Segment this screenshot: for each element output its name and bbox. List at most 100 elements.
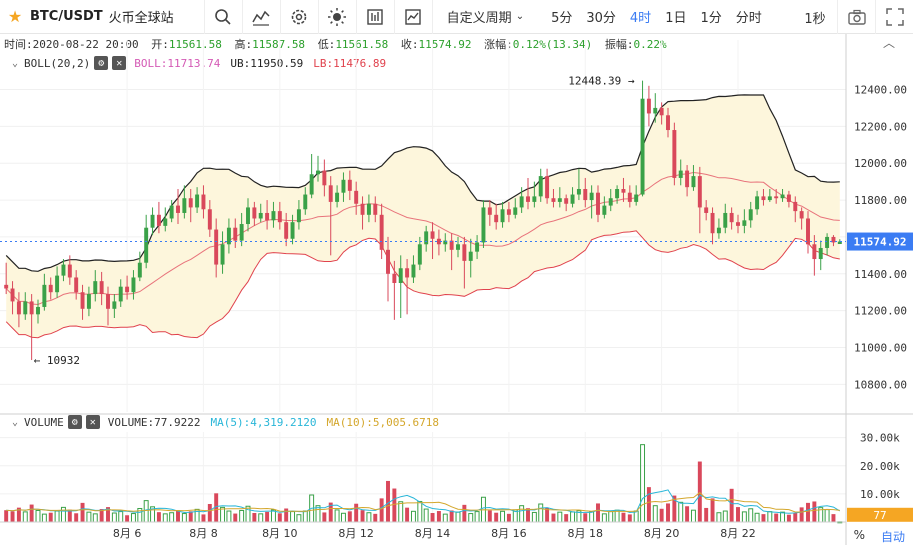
candle-body [736, 222, 740, 226]
candle-body [220, 244, 225, 265]
period-5min[interactable]: 5分 [551, 11, 573, 26]
auto-scale-toggle[interactable]: 自动 [880, 530, 905, 544]
volume-bar [423, 508, 429, 523]
period-1day[interactable]: 1日 [665, 11, 687, 26]
volume-bar [162, 513, 168, 523]
candle-body [646, 98, 651, 114]
period-30min[interactable]: 30分 [586, 11, 616, 26]
close-icon[interactable]: ✕ [85, 415, 100, 429]
candle-body [271, 211, 276, 221]
volume-bar [130, 513, 136, 523]
boll-ub-value: UB:11950.59 [230, 56, 304, 70]
symbol-title[interactable]: BTC/USDT [30, 9, 103, 24]
candle-body [252, 207, 257, 219]
volume-ma5-line [6, 489, 841, 514]
period-timeline[interactable]: 分时 [735, 11, 762, 26]
volume-bar [111, 512, 117, 523]
chevron-down-icon[interactable]: ⌄ [12, 57, 19, 69]
volume-bar [214, 493, 219, 522]
volume-bar [710, 498, 715, 522]
volume-bar [201, 514, 206, 522]
theme-sun-icon[interactable] [317, 0, 356, 34]
favorite-star-icon[interactable]: ★ [7, 7, 23, 26]
volume-bar [754, 512, 760, 523]
refresh-interval[interactable]: 1秒 [804, 11, 826, 27]
candle-body [526, 196, 530, 202]
candle-body [627, 192, 632, 202]
period-4hour[interactable]: 4时 [629, 11, 652, 26]
gear-icon[interactable]: ⚙ [67, 415, 82, 429]
bollinger-band-fill [6, 94, 840, 338]
search-icon[interactable] [203, 0, 242, 34]
volume-legend: ⌄ VOLUME ⚙ ✕ VOLUME:77.9222 MA(5):4,319.… [12, 415, 439, 429]
chevron-down-icon[interactable]: ⌄ [12, 416, 19, 428]
boll-upper-line [5, 94, 840, 272]
volume-name[interactable]: VOLUME [24, 415, 64, 429]
custom-period-dropdown[interactable]: 自定义周期 ⌄ [431, 0, 532, 34]
current-volume-text: 77 [873, 509, 886, 522]
candle-body [825, 236, 830, 248]
candle-body [697, 176, 702, 208]
volume-bar [576, 510, 582, 523]
period-tabs: 5分 30分 4时 1日 1分 分时 [544, 7, 769, 26]
period-1min[interactable]: 1分 [700, 11, 722, 26]
x-tick-label: 8月 14 [415, 527, 451, 540]
volume-bar [99, 509, 104, 522]
candle-body [806, 218, 810, 245]
indicator-icon[interactable] [241, 0, 280, 34]
volume-bar [322, 512, 327, 522]
volume-bar [360, 510, 365, 522]
volume-tick-label: 10.00k [860, 488, 900, 501]
volume-bar [500, 510, 506, 523]
volume-bar [589, 511, 595, 523]
volume-bar [245, 505, 251, 523]
gear-icon[interactable]: ⚙ [94, 56, 109, 70]
candle-body [366, 203, 371, 215]
volume-bar [226, 510, 232, 523]
percent-toggle[interactable]: % [853, 528, 865, 542]
candle-body [691, 176, 696, 188]
boll-name[interactable]: BOLL(20,2) [24, 56, 91, 70]
candle-body [74, 277, 79, 293]
volume-bar [627, 514, 632, 522]
volume-bar [16, 507, 21, 522]
volume-grid [0, 432, 846, 522]
gear-icon[interactable] [279, 0, 318, 34]
candle-body [265, 212, 270, 221]
candle-body [812, 244, 817, 260]
fullscreen-icon[interactable] [875, 0, 913, 34]
candle-body [188, 198, 193, 208]
close-icon[interactable]: ✕ [112, 56, 127, 70]
camera-icon[interactable] [837, 0, 875, 34]
low-label: 低: [317, 38, 336, 51]
candle-body [99, 281, 104, 295]
volume-bar [405, 507, 410, 522]
candle-body [239, 224, 244, 241]
candle-body [487, 207, 492, 215]
candle-body [729, 212, 734, 223]
candle-body [672, 130, 677, 178]
candle-body [137, 262, 142, 278]
candle-body [360, 203, 365, 215]
volume-bar [806, 502, 810, 522]
candle-body [405, 268, 410, 278]
volume-bar [125, 515, 130, 522]
volume-bar [22, 511, 28, 523]
volume-bar [334, 509, 340, 523]
candle-body [195, 194, 200, 208]
volume-bar [646, 487, 651, 522]
volume-bar [106, 507, 110, 522]
x-tick-label: 8月 22 [720, 527, 756, 540]
candle-body [767, 196, 772, 201]
candles [4, 80, 842, 361]
volume-bar [526, 508, 530, 522]
volume-bar [74, 513, 79, 522]
chart-type-icon[interactable] [393, 0, 432, 34]
candle-style-icon[interactable] [355, 0, 394, 34]
price-tick-label: 11400.00 [854, 268, 907, 281]
volume-bar [812, 501, 817, 522]
candle-body [551, 198, 556, 202]
collapse-up-icon[interactable]: ︿ [882, 36, 895, 50]
volume-bar [690, 509, 696, 523]
